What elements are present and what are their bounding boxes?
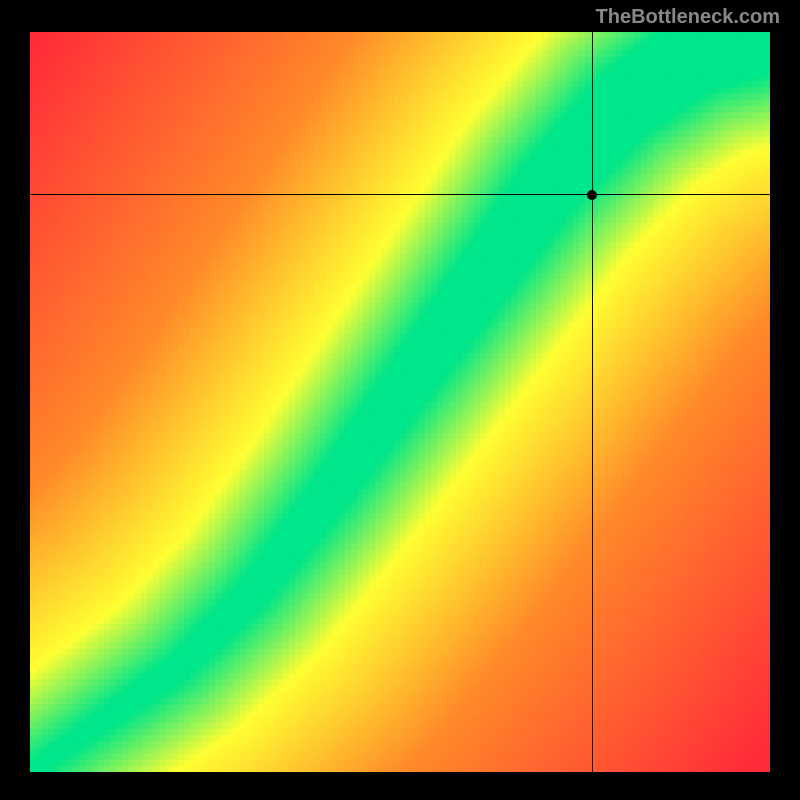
watermark-text: TheBottleneck.com: [596, 6, 780, 29]
heatmap-canvas: [30, 32, 770, 772]
chart-container: TheBottleneck.com: [0, 0, 800, 800]
crosshair-horizontal: [30, 194, 770, 195]
crosshair-marker: [587, 190, 597, 200]
plot-area: [30, 32, 770, 772]
crosshair-vertical: [592, 32, 593, 772]
